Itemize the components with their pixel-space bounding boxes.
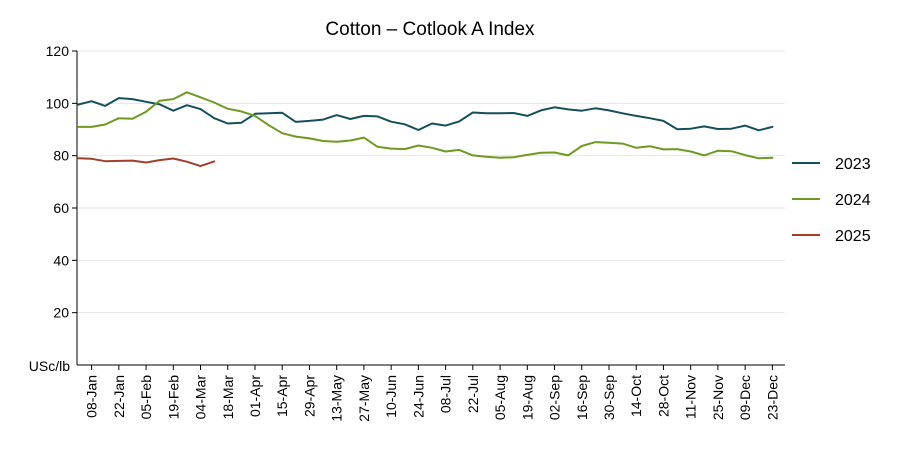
x-tick-label: 10-Jun xyxy=(383,375,399,418)
chart-title: Cotton – Cotlook A Index xyxy=(325,19,535,40)
x-tick-label: 16-Sep xyxy=(574,375,590,420)
x-tick-label: 22-Jan xyxy=(111,375,127,418)
x-tick-label: 02-Sep xyxy=(547,375,563,420)
series-line-2023 xyxy=(77,97,774,132)
x-tick-label: 01-Apr xyxy=(247,375,263,417)
x-tick-label: 28-Oct xyxy=(655,375,671,417)
x-tick-label: 08-Jan xyxy=(84,375,100,418)
y-tick-label: 40 xyxy=(53,252,69,268)
x-tick-label: 09-Dec xyxy=(737,375,753,420)
x-tick-label: 19-Aug xyxy=(519,375,535,420)
x-tick-label: 04-Mar xyxy=(193,375,209,420)
series-line-2025 xyxy=(77,157,216,168)
x-tick-label: 08-Jul xyxy=(438,375,454,413)
legend: 2023 2024 2025 xyxy=(792,156,871,245)
x-tick-label: 13-May xyxy=(329,375,345,422)
series-line-2024 xyxy=(77,91,774,160)
x-tick-label: 05-Aug xyxy=(492,375,508,420)
legend-label-2025: 2025 xyxy=(835,228,871,245)
legend-label-2024: 2024 xyxy=(835,192,871,209)
x-tick-label: 27-May xyxy=(356,375,372,422)
series-lines xyxy=(77,91,774,168)
gridlines xyxy=(77,50,785,314)
x-tick-label: 15-Apr xyxy=(274,375,290,417)
y-tick-label: 100 xyxy=(46,95,70,111)
x-tick-label: 22-Jul xyxy=(465,375,481,413)
x-tick-label: 30-Sep xyxy=(601,375,617,420)
y-tick-label: 60 xyxy=(53,200,69,216)
y-tick-label: 120 xyxy=(46,43,70,59)
x-tick-label: 05-Feb xyxy=(138,375,154,420)
x-tick-label: 19-Feb xyxy=(165,375,181,420)
x-tick-label: 14-Oct xyxy=(628,375,644,417)
x-tick-label: 24-Jun xyxy=(410,375,426,418)
y-axis-unit-label: USc/lb xyxy=(29,358,70,374)
x-tick-label: 18-Mar xyxy=(220,375,236,420)
x-tick-label: 25-Nov xyxy=(710,375,726,420)
x-tick-label: 11-Nov xyxy=(683,375,699,419)
y-axis-ticks: 20 40 60 80 100 120 xyxy=(46,43,77,321)
x-axis-ticks: 08-Jan 22-Jan 05-Feb 19-Feb 04-Mar 18-Mar 01-A… xyxy=(84,365,780,422)
y-tick-label: 80 xyxy=(53,148,69,164)
x-tick-label: 29-Apr xyxy=(301,375,317,417)
x-tick-label: 23-Dec xyxy=(764,375,780,420)
legend-label-2023: 2023 xyxy=(835,156,871,173)
y-tick-label: 20 xyxy=(53,305,69,321)
